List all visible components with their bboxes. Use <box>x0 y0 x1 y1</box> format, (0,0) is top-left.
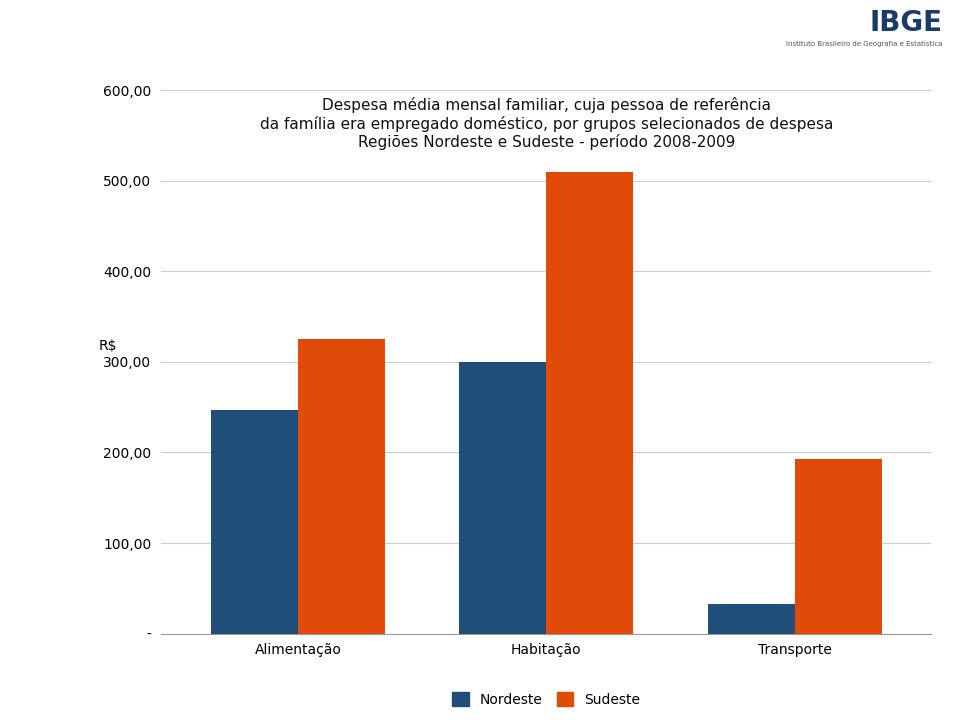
Bar <box>795 459 881 634</box>
Bar <box>546 171 634 634</box>
Bar <box>708 603 795 634</box>
Y-axis label: R$: R$ <box>98 339 116 353</box>
Text: IBGE: IBGE <box>869 9 942 37</box>
Bar <box>211 410 298 634</box>
Bar <box>459 362 546 634</box>
Text: Despesa média mensal familiar, cuja pessoa de referência
da família era empregad: Despesa média mensal familiar, cuja pess… <box>259 97 833 150</box>
Legend: Nordeste, Sudeste: Nordeste, Sudeste <box>445 685 647 714</box>
Text: Instituto Brasileiro de Geografia e Estatística: Instituto Brasileiro de Geografia e Esta… <box>785 41 942 48</box>
Bar <box>298 339 385 634</box>
